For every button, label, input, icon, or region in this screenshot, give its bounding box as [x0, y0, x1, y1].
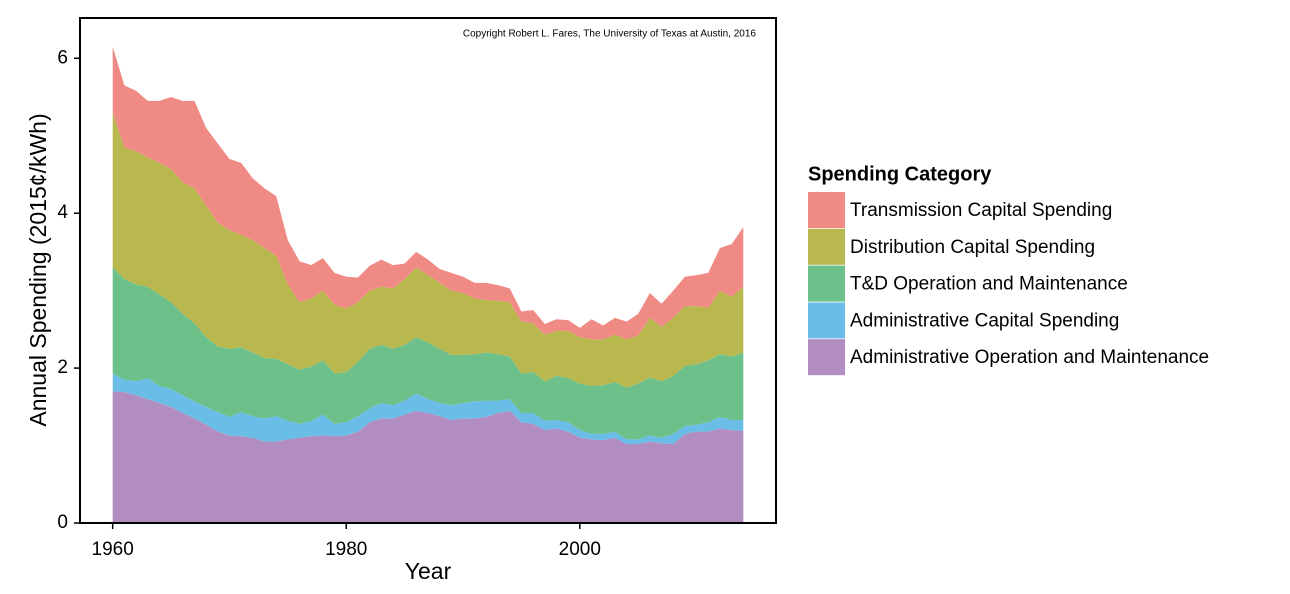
y-tick-label: 6: [57, 47, 68, 68]
legend-label: Administrative Capital Spending: [850, 310, 1119, 331]
y-tick-label: 2: [57, 357, 68, 378]
legend-label: T&D Operation and Maintenance: [850, 274, 1128, 295]
legend-label: Distribution Capital Spending: [850, 237, 1095, 258]
legend-label: Administrative Operation and Maintenance: [850, 347, 1209, 368]
area: [112, 391, 744, 523]
y-tick-label: 4: [57, 202, 68, 223]
y-tick-label: 0: [57, 512, 68, 533]
legend-label: Transmission Capital Spending: [850, 200, 1112, 221]
legend-swatch: [808, 302, 845, 339]
area: [112, 46, 744, 340]
x-tick-label: 1980: [325, 539, 367, 560]
x-axis-title: Year: [405, 558, 452, 584]
x-tick-label: 2000: [559, 539, 601, 560]
plot-area: [112, 46, 744, 523]
x-tick-label: 1960: [92, 539, 134, 560]
legend-swatch: [808, 265, 845, 302]
area: [112, 373, 744, 444]
area: [112, 112, 744, 388]
legend-title: Spending Category: [808, 163, 992, 185]
annotation: Copyright Robert L. Fares, The Universit…: [463, 29, 757, 40]
legend-swatch: [808, 192, 845, 228]
legend-swatch: [808, 339, 845, 376]
legend-swatch: [808, 228, 845, 265]
area: [112, 267, 744, 440]
y-axis-title: Annual Spending (2015¢/kWh): [25, 113, 51, 426]
plot-frame: [79, 17, 777, 524]
